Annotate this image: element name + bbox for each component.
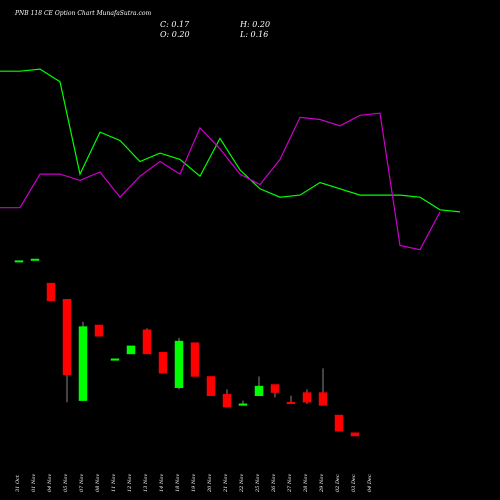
low-value: L: 0.16	[240, 30, 269, 39]
x-tick-label: 22 Nov	[239, 474, 245, 493]
x-tick-label: 18 Nov	[175, 474, 181, 492]
candle-up	[110, 358, 120, 361]
candle-up	[14, 260, 24, 263]
candle-up	[238, 403, 248, 406]
candle-down	[142, 329, 152, 355]
chart-title: PNB 118 CE Option Chart MunafaSutra.com	[15, 10, 152, 17]
indicator-lines	[0, 68, 461, 251]
x-tick-label: 13 Nov	[143, 474, 149, 492]
x-tick-label: 14 Nov	[159, 474, 165, 492]
candle-up	[78, 326, 88, 401]
candle-up	[174, 340, 184, 388]
x-tick-label: 20 Nov	[207, 474, 213, 493]
x-tick-label: 05 Nov	[63, 474, 69, 492]
x-tick-label: 26 Nov	[271, 474, 277, 493]
candle-down	[334, 414, 344, 432]
x-tick-label: 25 Nov	[255, 474, 261, 493]
close-value: C: 0.17	[160, 20, 190, 29]
x-tick-label: 21 Nov	[223, 474, 229, 493]
candle-down	[302, 392, 312, 403]
x-tick-label: 19 Nov	[191, 474, 197, 492]
open-value: O: 0.20	[160, 30, 190, 39]
candles	[14, 258, 360, 437]
x-tick-label: 03 Dec	[351, 474, 357, 492]
candle-down	[190, 342, 200, 377]
x-tick-label: 27 Nov	[287, 474, 293, 493]
x-tick-label: 29 Nov	[319, 474, 325, 493]
x-tick-label: 04 Dec	[367, 474, 373, 492]
candle-down	[286, 401, 296, 405]
x-tick-label: 04 Nov	[47, 474, 53, 492]
x-tick-label: 11 Nov	[111, 474, 117, 492]
x-axis-labels: 31 Oct 01 Nov 04 Nov 05 Nov 07 Nov 08 Nov 11 N…	[15, 474, 373, 493]
candle-down	[222, 393, 232, 408]
candle-up	[126, 345, 136, 355]
magenta-indicator-line	[0, 112, 441, 251]
green-indicator-line	[0, 68, 461, 213]
candle-down	[94, 324, 104, 337]
candle-down	[318, 392, 328, 406]
candle-down	[350, 432, 360, 437]
candle-down	[206, 376, 216, 397]
x-tick-label: 28 Nov	[303, 474, 309, 493]
x-tick-label: 07 Nov	[79, 474, 85, 492]
x-tick-label: 02 Dec	[335, 474, 341, 492]
candle-up	[254, 385, 264, 397]
x-tick-label: 31 Oct	[15, 474, 21, 492]
candle-down	[46, 282, 56, 302]
candle-down	[62, 298, 72, 376]
x-tick-label: 08 Nov	[95, 474, 101, 492]
candle-up	[30, 258, 40, 261]
candle-down	[158, 352, 168, 374]
high-value: H: 0.20	[240, 20, 271, 29]
candle-down	[270, 384, 280, 393]
x-tick-label: 01 Nov	[31, 474, 37, 492]
x-tick-label: 12 Nov	[127, 474, 133, 492]
